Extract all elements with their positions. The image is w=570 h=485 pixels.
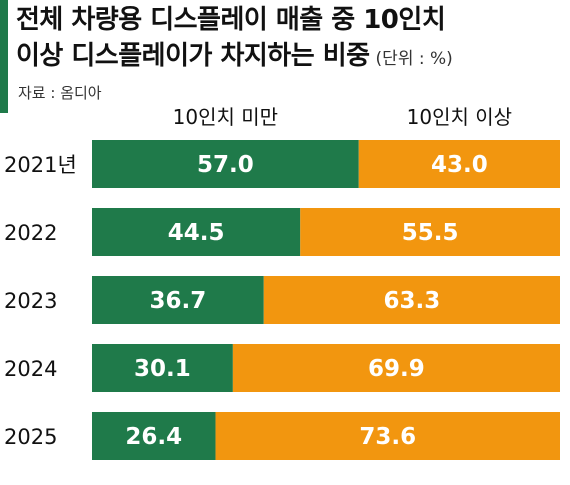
category-label-1: 2021년 (4, 153, 77, 177)
stacked-bar-chart: 10인치 미만 10인치 이상 57.0 43.0 44.5 55.5 36.7 63.3 3… (4, 105, 561, 460)
title-accent-bar (0, 0, 8, 113)
bar-2022-series-2 (300, 208, 560, 256)
chart-title: 전체 차량용 디스플레이 매출 중 10인치 이상 디스플레이가 차지하는 비중… (16, 2, 566, 77)
category-label-3: 2023 (4, 289, 57, 313)
source-label: 자료 : 옴디아 (18, 84, 102, 102)
data-label-2021년-series-2: 43.0 (431, 152, 488, 178)
data-label-2021년-series-1: 57.0 (197, 152, 254, 178)
bar-2024-series-2 (232, 344, 561, 392)
data-label-2024-series-1: 30.1 (134, 356, 191, 382)
data-label-2023-series-2: 63.3 (384, 288, 441, 314)
title-line-2-text: 이상 디스플레이가 차지하는 비중 (16, 41, 370, 71)
category-label-5: 2025 (4, 425, 57, 449)
chart-legend: 10인치 미만 10인치 이상 (173, 105, 512, 129)
bar-2025-series-1 (92, 412, 216, 460)
bar-2025-series-2 (215, 412, 560, 460)
data-label-2025-series-2: 73.6 (359, 424, 416, 450)
category-labels: 2021년 2022 2023 2024 2025 (4, 153, 77, 449)
data-label-2025-series-1: 26.4 (125, 424, 182, 450)
legend-entry-1: 10인치 미만 (173, 105, 278, 129)
bar-2023-series-2 (263, 276, 560, 324)
category-label-4: 2024 (4, 357, 57, 381)
data-label-2024-series-2: 69.9 (368, 356, 425, 382)
legend-entry-2: 10인치 이상 (407, 105, 512, 129)
title-line-2: 이상 디스플레이가 차지하는 비중 (단위 : %) (16, 38, 566, 77)
bar-2021년-series-2 (358, 140, 560, 188)
chart-bars: 57.0 43.0 44.5 55.5 36.7 63.3 30.1 69.9 26.4 73.6 (92, 140, 561, 460)
bar-2022-series-1 (92, 208, 301, 256)
category-label-2: 2022 (4, 221, 57, 245)
bar-2024-series-1 (92, 344, 233, 392)
title-line-1: 전체 차량용 디스플레이 매출 중 10인치 (16, 5, 446, 35)
bar-2023-series-1 (92, 276, 264, 324)
bar-2021년-series-1 (92, 140, 359, 188)
data-label-2022-series-2: 55.5 (402, 220, 459, 246)
data-label-2023-series-1: 36.7 (150, 288, 207, 314)
data-label-2022-series-1: 44.5 (168, 220, 225, 246)
unit-label: (단위 : %) (375, 49, 453, 69)
